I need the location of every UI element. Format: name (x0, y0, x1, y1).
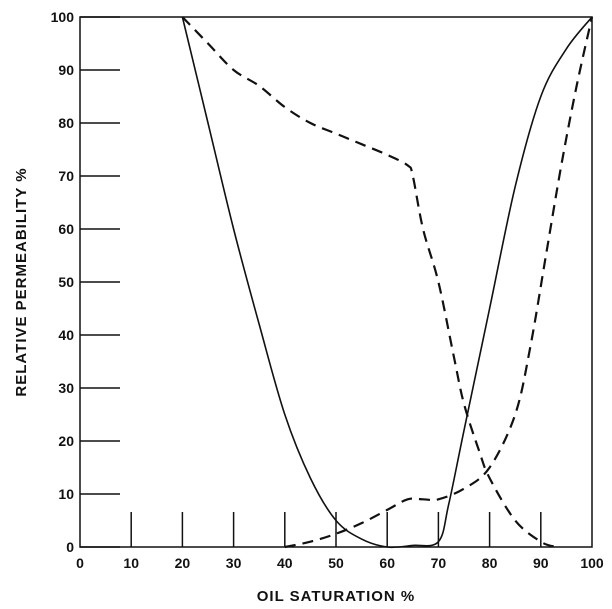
x-axis: 0 10 20 30 40 50 60 70 80 90 100 (76, 512, 604, 571)
y-tick-label: 50 (58, 274, 74, 290)
x-tick-label: 100 (580, 555, 604, 571)
y-axis-title: RELATIVE PERMEABILITY % (13, 167, 30, 396)
x-tick-label: 30 (226, 555, 242, 571)
y-tick-label: 40 (58, 327, 74, 343)
y-tick-label: 60 (58, 221, 74, 237)
y-tick-label: 90 (58, 62, 74, 78)
y-tick-label: 100 (51, 9, 75, 25)
plot-frame (79, 16, 593, 548)
y-tick-label: 0 (66, 539, 74, 555)
x-tick-label: 40 (277, 555, 293, 571)
x-tick-label: 80 (482, 555, 498, 571)
y-tick-label: 20 (58, 433, 74, 449)
y-tick-label: 30 (58, 380, 74, 396)
y-tick-label: 10 (58, 486, 74, 502)
series-layer (181, 16, 594, 549)
y-tick-label: 80 (58, 115, 74, 131)
x-tick-label: 0 (76, 555, 84, 571)
dashed-curve-2 (284, 16, 594, 549)
x-tick-label: 90 (533, 555, 549, 571)
x-tick-label: 60 (379, 555, 395, 571)
x-tick-label: 70 (431, 555, 447, 571)
dashed-curve-1 (181, 16, 557, 549)
y-tick-label: 70 (58, 168, 74, 184)
x-axis-title: OIL SATURATION % (257, 588, 416, 605)
x-tick-label: 10 (123, 555, 139, 571)
x-tick-label: 50 (328, 555, 344, 571)
solid-curve-0 (181, 16, 593, 549)
x-tick-label: 20 (175, 555, 191, 571)
y-axis: 0 10 20 30 40 50 60 70 80 90 100 (51, 9, 120, 555)
